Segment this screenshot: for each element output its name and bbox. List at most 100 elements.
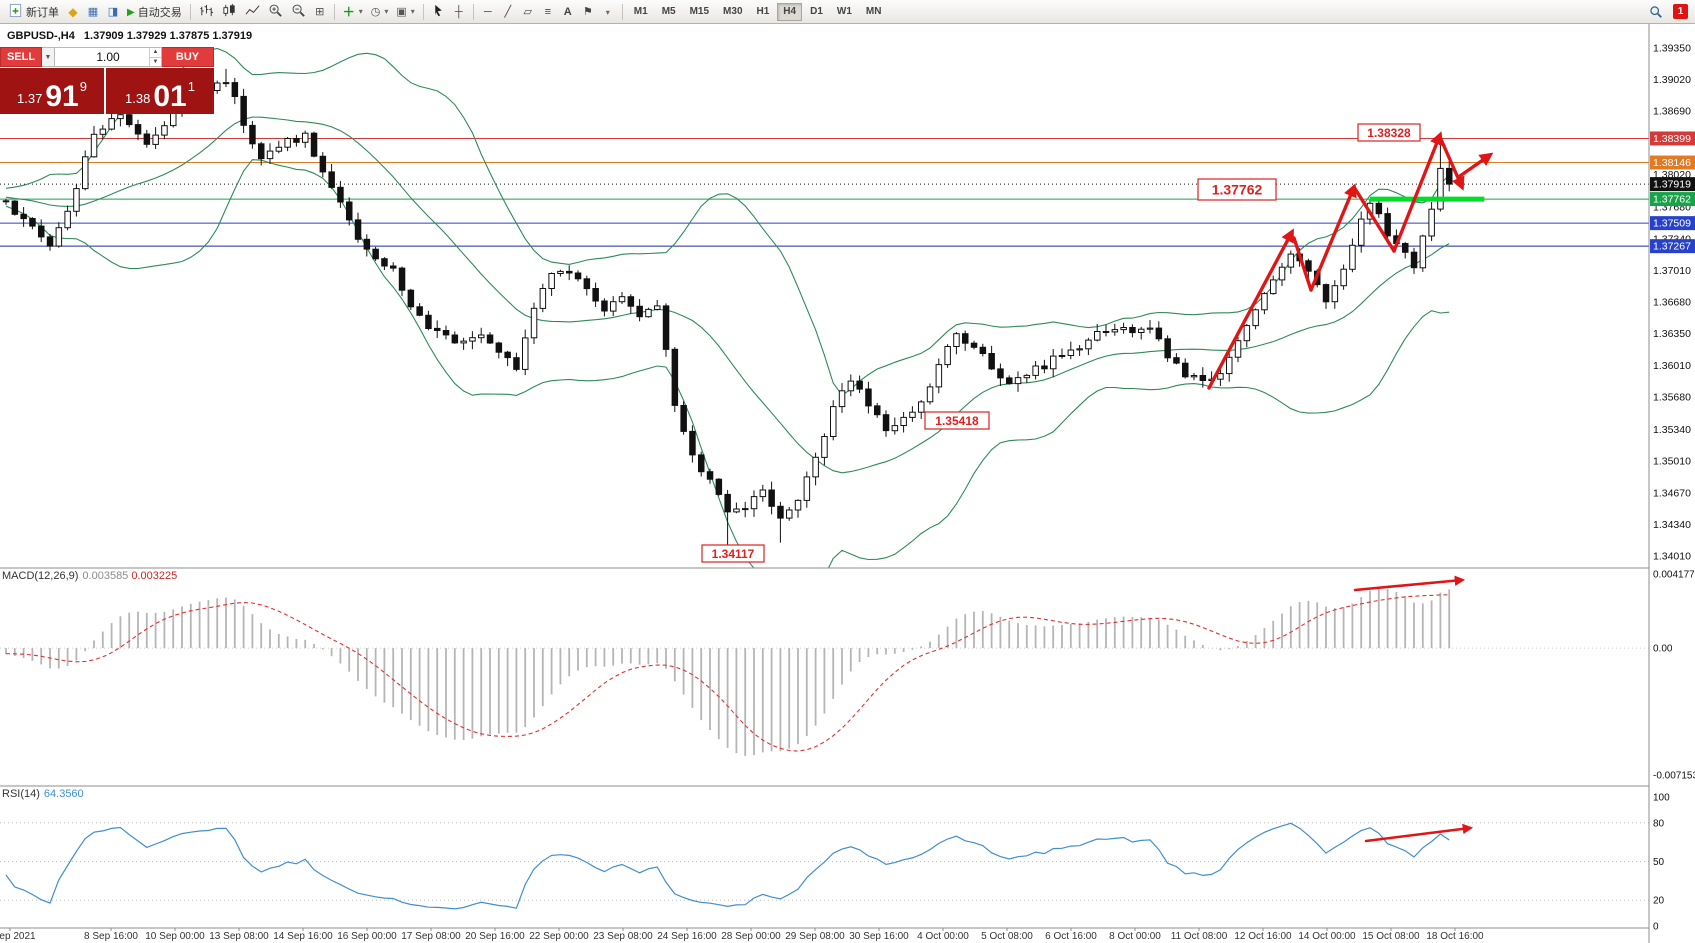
fibonacci-icon: ≡ bbox=[544, 5, 551, 18]
svg-text:1.37267: 1.37267 bbox=[1653, 241, 1691, 253]
horizontal-line-button[interactable]: ─ bbox=[478, 2, 498, 22]
time-axis[interactable]: 7 Sep 2021 8 Sep 16:00 10 Sep 00:00 13 Sep … bbox=[0, 928, 1484, 942]
new-order-button[interactable]: 新订单 bbox=[4, 2, 63, 22]
spin-up-icon[interactable]: ▲ bbox=[150, 48, 161, 58]
volume-dropdown-icon[interactable]: ▼ bbox=[42, 47, 55, 67]
templates-icon: ▣ bbox=[396, 6, 407, 18]
rsi-trend-arrow[interactable] bbox=[1364, 823, 1474, 843]
chart-canvas[interactable]: 1.38328 1.37762 1.35418 1.34117 1.39350 1.390… bbox=[0, 24, 1695, 943]
arrows-button[interactable]: ⚑ bbox=[578, 2, 598, 22]
market-watch-button[interactable]: ▦ bbox=[83, 2, 103, 22]
toolbar-groups: 新订单 ◆ ▦ ◨ ▶ 自动交易 ⊞ ＋ ▾ ◷ ▾ ▣ ▾ ┼ ─ ╱ ▱ ≡ A ⚑ ▾ M1 M5 M15 M30 H1 H4… bbox=[4, 2, 888, 22]
macd-signal-value: 0.003225 bbox=[131, 570, 178, 582]
volume-input[interactable]: 1.00 ▲ ▼ bbox=[55, 47, 162, 67]
zoom-in-button[interactable] bbox=[264, 2, 287, 22]
timeframe-m5-button[interactable]: M5 bbox=[661, 6, 676, 17]
rsi-panel[interactable] bbox=[0, 822, 1649, 910]
timeframe-m15-button[interactable]: M15 bbox=[689, 6, 710, 17]
tile-windows-button[interactable]: ⊞ bbox=[310, 2, 330, 22]
svg-text:1.37509: 1.37509 bbox=[1653, 218, 1691, 230]
macd-panel[interactable] bbox=[0, 575, 1649, 756]
buy-price-button[interactable]: 1.38 01 1 bbox=[106, 68, 214, 114]
search-icon[interactable] bbox=[1645, 2, 1667, 22]
svg-text:30 Sep 16:00: 30 Sep 16:00 bbox=[849, 931, 909, 942]
svg-text:0.00: 0.00 bbox=[1653, 644, 1673, 655]
order-row: SELL ▼ 1.00 ▲ ▼ BUY bbox=[0, 47, 214, 67]
timeframe-m1-button[interactable]: M1 bbox=[633, 6, 648, 17]
notification-badge[interactable]: 1 bbox=[1673, 4, 1688, 19]
timeframe-m30-button[interactable]: M30 bbox=[723, 6, 743, 17]
timeframe-w1-button[interactable]: W1 bbox=[836, 6, 852, 17]
crosshair-icon: ┼ bbox=[454, 5, 463, 18]
svg-text:1.37762: 1.37762 bbox=[1212, 182, 1263, 198]
chart-stage: 1.38328 1.37762 1.35418 1.34117 1.39350 1.390… bbox=[0, 24, 1695, 943]
toolbar-separator bbox=[189, 3, 191, 20]
line-chart-icon bbox=[245, 3, 260, 21]
buy-button[interactable]: BUY bbox=[162, 47, 214, 67]
toolbar: 新订单 ◆ ▦ ◨ ▶ 自动交易 ⊞ ＋ ▾ ◷ ▾ ▣ ▾ ┼ ─ ╱ ▱ ≡ A ⚑ ▾ M1 M5 M15 M30 H1 H4… bbox=[0, 0, 1695, 24]
bar-chart-button[interactable] bbox=[195, 2, 218, 22]
spin-down-icon[interactable]: ▼ bbox=[152, 58, 159, 65]
line-chart-button[interactable] bbox=[241, 2, 264, 22]
tile-windows-icon: ⊞ bbox=[315, 6, 325, 18]
symbols-button[interactable]: ◆ bbox=[63, 2, 83, 22]
svg-text:13 Sep 08:00: 13 Sep 08:00 bbox=[209, 931, 269, 942]
annotation-labels[interactable]: 1.38328 1.37762 1.35418 1.34117 bbox=[701, 123, 1421, 563]
periods-button[interactable]: ◷ ▾ bbox=[367, 2, 393, 22]
svg-text:10 Sep 00:00: 10 Sep 00:00 bbox=[145, 931, 205, 942]
text-button[interactable]: A bbox=[558, 2, 578, 22]
candlestick-chart-button[interactable] bbox=[218, 2, 241, 22]
trendline-button[interactable]: ╱ bbox=[498, 2, 518, 22]
timeframe-h1-button[interactable]: H1 bbox=[756, 6, 770, 17]
autotrade-button-label: 自动交易 bbox=[137, 6, 182, 19]
channel-button[interactable]: ▱ bbox=[518, 2, 538, 22]
svg-text:1.34670: 1.34670 bbox=[1653, 488, 1691, 500]
main-chart-panel[interactable]: 1.38328 1.37762 1.35418 1.34117 bbox=[0, 47, 1649, 601]
svg-text:14 Oct 00:00: 14 Oct 00:00 bbox=[1298, 931, 1356, 942]
timeframe-mn-button[interactable]: MN bbox=[865, 6, 882, 17]
indicators-button[interactable]: ＋ ▾ bbox=[339, 2, 367, 22]
cursor-button[interactable] bbox=[428, 2, 449, 22]
templates-button[interactable]: ▣ ▾ bbox=[392, 2, 418, 22]
new-order-icon bbox=[8, 3, 23, 21]
trend-arrows[interactable] bbox=[1207, 131, 1494, 390]
data-window-button[interactable]: ◨ bbox=[103, 2, 123, 22]
svg-text:4 Oct 00:00: 4 Oct 00:00 bbox=[917, 931, 969, 942]
shapes-button[interactable]: ▾ bbox=[598, 2, 618, 22]
macd-histogram bbox=[5, 587, 1451, 756]
svg-text:29 Sep 08:00: 29 Sep 08:00 bbox=[785, 931, 845, 942]
svg-text:1.38399: 1.38399 bbox=[1653, 133, 1691, 145]
svg-text:8 Sep 16:00: 8 Sep 16:00 bbox=[84, 931, 138, 942]
sell-price-button[interactable]: 1.37 91 9 bbox=[0, 68, 104, 114]
periods-icon: ◷ bbox=[370, 6, 381, 18]
macd-signal-line bbox=[5, 594, 1450, 752]
timeframe-h4-button[interactable]: H4 bbox=[777, 2, 803, 21]
rsi-current-value: 64.3560 bbox=[43, 788, 84, 800]
buy-price-prefix: 1.38 bbox=[125, 91, 151, 106]
autotrade-icon: ▶ bbox=[127, 6, 135, 18]
price-axis[interactable]: 1.393501.390201.386901.383601.380201.376… bbox=[1648, 24, 1695, 943]
chart-title: GBPUSD-,H4 1.37909 1.37929 1.37875 1.379… bbox=[7, 30, 252, 42]
chevron-down-icon: ▾ bbox=[384, 7, 389, 16]
candles bbox=[2, 68, 1453, 546]
crosshair-button[interactable]: ┼ bbox=[449, 2, 469, 22]
rsi-name: RSI(14) bbox=[2, 788, 40, 800]
fibonacci-button[interactable]: ≡ bbox=[538, 2, 558, 22]
zoom-out-button[interactable] bbox=[287, 2, 310, 22]
autotrade-button[interactable]: ▶ 自动交易 bbox=[123, 2, 186, 22]
volume-stepper[interactable]: ▲ ▼ bbox=[149, 48, 161, 66]
svg-text:7 Sep 2021: 7 Sep 2021 bbox=[0, 931, 36, 942]
macd-main-value: 0.003585 bbox=[82, 570, 129, 582]
zoom-in-icon bbox=[268, 3, 283, 21]
svg-text:18 Oct 16:00: 18 Oct 16:00 bbox=[1426, 931, 1484, 942]
svg-text:1.35340: 1.35340 bbox=[1653, 424, 1691, 436]
sell-button[interactable]: SELL bbox=[0, 47, 42, 67]
svg-text:1.38690: 1.38690 bbox=[1653, 105, 1691, 117]
svg-text:1.39350: 1.39350 bbox=[1653, 43, 1691, 55]
arrows-icon: ⚑ bbox=[582, 6, 593, 18]
macd-trend-arrow[interactable] bbox=[1353, 575, 1466, 592]
svg-text:17 Sep 08:00: 17 Sep 08:00 bbox=[401, 931, 461, 942]
timeframe-d1-button[interactable]: D1 bbox=[810, 6, 823, 17]
svg-text:6 Oct 16:00: 6 Oct 16:00 bbox=[1045, 931, 1097, 942]
